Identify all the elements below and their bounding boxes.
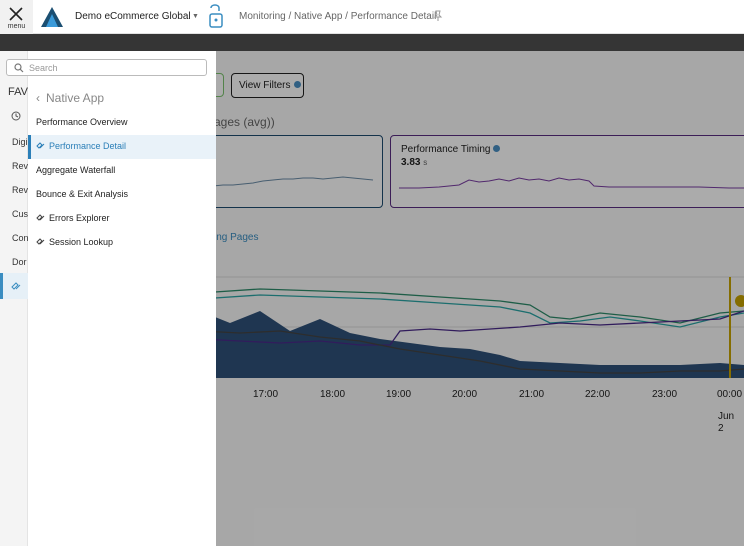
view-filters-label: View Filters	[239, 80, 291, 91]
x-tick: 21:00	[519, 389, 545, 400]
teal-series	[199, 294, 744, 328]
section-title: ages (avg))	[214, 115, 275, 129]
time-series-chart	[199, 276, 744, 378]
nav-item-performance-overview[interactable]: Performance Overview	[28, 111, 216, 135]
info-icon	[293, 81, 301, 88]
search-input[interactable]	[29, 61, 199, 74]
rail-item[interactable]: Digi	[12, 137, 28, 147]
pages-link[interactable]: ing Pages	[214, 232, 259, 243]
pin-icon[interactable]	[433, 10, 443, 22]
x-tick: 17:00	[253, 389, 279, 400]
nav-item-label: Performance Overview	[36, 117, 128, 127]
menu-label: menu	[7, 23, 26, 30]
rail-item[interactable]: Con	[12, 233, 29, 243]
nav-item-performance-detail[interactable]: Performance Detail	[28, 135, 216, 159]
performance-timing-card[interactable]: Performance Timing 3.83 s	[390, 135, 744, 208]
rail-item[interactable]: Rev	[12, 161, 29, 171]
breadcrumb: Monitoring / Native App / Performance De…	[239, 11, 437, 22]
card-unit: s	[423, 158, 428, 167]
rail-item[interactable]: Rev	[12, 185, 29, 195]
link-icon	[36, 238, 45, 245]
x-tick: 00:00	[717, 389, 743, 400]
card-title: Performance Timing	[401, 144, 491, 155]
rail-active-item[interactable]	[0, 273, 28, 299]
x-tick: 18:00	[320, 389, 346, 400]
x-tick: 22:00	[585, 389, 611, 400]
close-icon	[9, 7, 23, 21]
brand-logo-icon	[41, 7, 63, 27]
nav-item-label: Performance Detail	[49, 141, 127, 151]
annotation-marker	[735, 295, 744, 307]
clock-icon[interactable]	[11, 111, 21, 121]
nav-item-label: Session Lookup	[49, 237, 114, 247]
purple-series	[199, 310, 744, 346]
nav-item-label: Errors Explorer	[49, 213, 110, 223]
nav-item-errors-explorer[interactable]: Errors Explorer	[28, 207, 216, 231]
nav-item-label: Bounce & Exit Analysis	[36, 189, 129, 199]
search-icon	[14, 63, 24, 73]
sparkline	[399, 177, 744, 189]
nav-item-session-lookup[interactable]: Session Lookup	[28, 231, 216, 255]
menu-button[interactable]: menu	[0, 0, 33, 34]
app-link-icon	[11, 282, 21, 290]
link-icon	[36, 142, 45, 149]
info-icon	[493, 145, 501, 152]
top-bar: menu Demo eCommerce Global ▼ Monitoring …	[0, 0, 744, 34]
date-label: Jun 2	[718, 411, 735, 434]
account-selector[interactable]: Demo eCommerce Global	[75, 11, 191, 22]
chevron-down-icon[interactable]: ▼	[192, 13, 199, 20]
card-value: 3.83	[401, 157, 421, 168]
navigation-panel: FAV Digi Rev Rev Cus Con Dor ‹ Native App…	[0, 51, 216, 546]
area-series	[200, 311, 744, 378]
x-tick: 20:00	[452, 389, 478, 400]
x-tick: 19:00	[386, 389, 412, 400]
rail-item[interactable]: Dor	[12, 257, 27, 267]
chevron-left-icon: ‹	[36, 91, 40, 105]
x-tick: 23:00	[652, 389, 678, 400]
back-label: Native App	[46, 91, 105, 105]
rail-favorites[interactable]: FAV	[8, 86, 28, 98]
dark-band	[0, 34, 744, 51]
green-series	[199, 288, 744, 324]
link-icon	[36, 214, 45, 221]
dark-series	[199, 330, 744, 374]
nav-item-label: Aggregate Waterfall	[36, 165, 116, 175]
nav-item-aggregate-waterfall[interactable]: Aggregate Waterfall	[28, 159, 216, 183]
nav-item-bounce-exit-analysis[interactable]: Bounce & Exit Analysis	[28, 183, 216, 207]
rail-item[interactable]: Cus	[12, 209, 29, 219]
unlock-icon[interactable]	[208, 4, 224, 30]
metric-card[interactable]	[200, 135, 383, 208]
sparkline	[213, 176, 374, 187]
view-filters-button[interactable]: View Filters	[231, 73, 304, 98]
search-box[interactable]	[6, 59, 207, 76]
back-navigation[interactable]: ‹ Native App	[36, 91, 104, 105]
